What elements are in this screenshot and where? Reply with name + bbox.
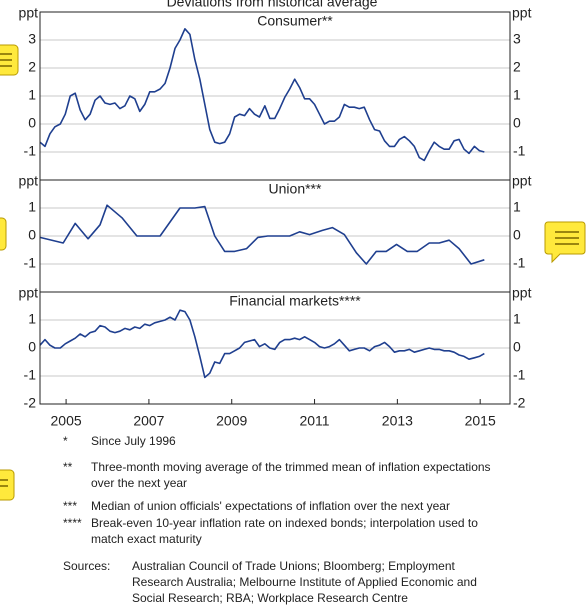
note-mark: **** — [63, 516, 82, 530]
y2-tick-label: 2 — [513, 59, 521, 75]
x-tick-label: 2011 — [299, 413, 329, 429]
x-tick-label: 2009 — [216, 413, 247, 429]
y2-tick-label: -1 — [513, 255, 526, 271]
y2-tick-label: 0 — [513, 115, 521, 131]
note-mark: ** — [63, 460, 73, 474]
chart-title: Deviations from historical average — [167, 0, 378, 10]
y-tick-label: -1 — [24, 367, 37, 383]
y-tick-label: 3 — [28, 31, 36, 47]
y-unit: ppt — [19, 285, 39, 301]
y2-unit: ppt — [512, 285, 532, 301]
panel-title: Financial markets**** — [229, 293, 361, 309]
note-text: Since July 1996 — [91, 434, 176, 448]
y2-tick-label: 0 — [513, 339, 521, 355]
y2-tick-label: 1 — [513, 311, 521, 327]
y-tick-label: 1 — [28, 199, 36, 215]
data-line — [39, 204, 485, 265]
y2-unit: ppt — [512, 5, 532, 21]
y2-tick-label: -1 — [513, 367, 526, 383]
note-mark: *** — [63, 499, 78, 513]
y-tick-label: 0 — [28, 227, 36, 243]
y-unit: ppt — [19, 5, 39, 21]
sources-label: Sources: — [63, 559, 111, 573]
sources-text: Australian Council of Trade Unions; Bloo… — [132, 559, 477, 605]
y-tick-label: -2 — [24, 395, 37, 411]
data-line — [39, 309, 485, 379]
data-line — [39, 28, 485, 162]
x-tick-label: 2013 — [382, 413, 413, 429]
panel-title: Consumer** — [257, 13, 333, 29]
panel-title: Union*** — [269, 181, 322, 197]
speech-icons — [0, 44, 586, 501]
y-tick-label: 1 — [28, 311, 36, 327]
x-tick-label: 2007 — [133, 413, 164, 429]
y-tick-label: 1 — [28, 87, 36, 103]
y-tick-label: 2 — [28, 59, 36, 75]
y2-tick-label: 1 — [513, 199, 521, 215]
y2-tick-label: 3 — [513, 31, 521, 47]
y2-tick-label: -2 — [513, 395, 526, 411]
note-text: Break-even 10-year inflation rate on ind… — [91, 516, 478, 546]
note-mark: * — [63, 434, 68, 448]
y-tick-label: -1 — [24, 255, 37, 271]
y-tick-label: 0 — [28, 339, 36, 355]
x-tick-label: 2005 — [51, 413, 82, 429]
y2-tick-label: 0 — [513, 227, 521, 243]
y2-tick-label: -1 — [513, 143, 526, 159]
note-text: Three-month moving average of the trimme… — [91, 460, 491, 490]
panel-frame — [39, 291, 511, 405]
x-tick-label: 2015 — [465, 413, 496, 429]
y2-unit: ppt — [512, 173, 532, 189]
note-text: Median of union officials' expectations … — [91, 499, 450, 513]
y-tick-label: -1 — [24, 143, 37, 159]
y2-tick-label: 1 — [513, 87, 521, 103]
y-tick-label: 0 — [28, 115, 36, 131]
y-unit: ppt — [19, 173, 39, 189]
